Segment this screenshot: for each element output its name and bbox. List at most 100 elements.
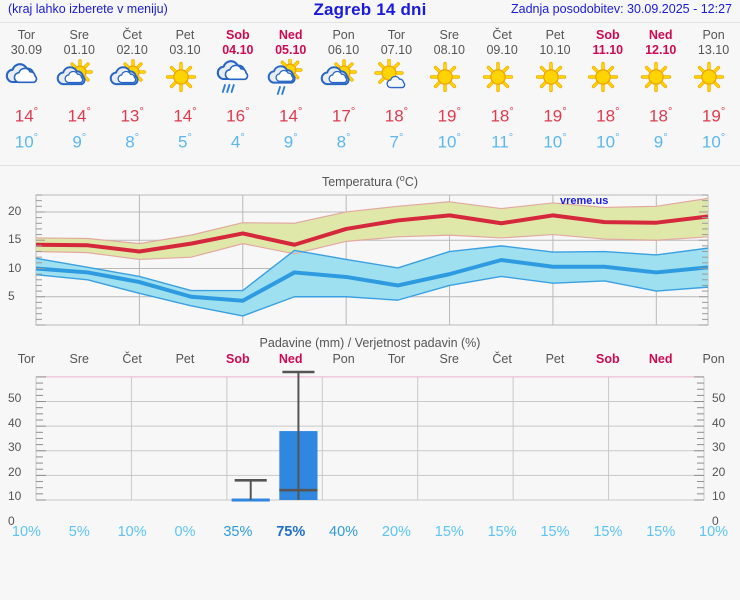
temperature-max: 14° [14,106,39,126]
precip-day-label: Pon [702,352,725,366]
day-date: 03.10 [169,43,201,57]
temperature-max: 14° [67,106,91,126]
day-column[interactable]: Tor 30.09 14° 10° [0,23,53,152]
sun-icon [581,59,634,99]
temperature-min: 9° [72,131,87,152]
day-column[interactable]: Pet 10.10 19° 10° [529,23,582,152]
precipitation-probability: 15% [434,524,464,540]
degree-symbol: ° [562,106,567,118]
degree-symbol: ° [293,131,298,144]
page-title: Zagreb 14 dni [313,0,427,19]
sun-icon [687,59,740,99]
temperature-min: 10° [596,131,620,152]
precipitation-probability: 10% [11,524,41,540]
forecast-divider [0,165,740,166]
day-column[interactable]: Sob 04.10 16° 4° [211,23,264,152]
degree-symbol: ° [615,131,620,144]
day-column[interactable]: Pon 06.10 17° 8° [317,23,370,152]
temperature-max: 13° [120,106,144,126]
degree-symbol: ° [456,131,461,144]
precip-day-label: Sob [226,352,250,366]
temperature-min: 10° [543,131,567,152]
day-column[interactable]: Pet 03.10 14° 5° [159,23,212,152]
temperature-chart: Temperatura (oC) 20 15 10 5 vreme.us [0,166,740,336]
day-column[interactable]: Tor 07.10 18° 7° [370,23,423,152]
day-name: Tor [387,28,406,42]
day-column[interactable]: Sre 01.10 14° 9° [53,23,106,152]
location-hint: (kraj lahko izberete v meniju) [8,2,168,16]
temperature-min: 10° [14,131,39,152]
day-date: 10.10 [539,43,571,57]
precip-day-label: Čet [122,352,142,366]
day-name: Čet [122,28,142,42]
precipitation-chart: Padavine (mm) / Verjetnost padavin (%) T… [0,336,740,540]
sun-icon [529,59,582,99]
degree-symbol: ° [615,106,620,118]
precipitation-probability: 0% [174,524,196,540]
temperature-min: 11° [491,131,514,152]
temp-y-tick-label: 20 [8,204,22,219]
temperature-min: 9° [283,131,298,152]
degree-symbol: ° [398,131,404,144]
precip-y-tick-label: 10 [8,489,22,504]
temp-title-main: Temperatura ( [321,175,400,190]
day-name: Sob [596,28,620,42]
temperature-plot-area: 20 15 10 5 vreme.us [0,189,740,331]
day-column[interactable]: Čet 02.10 13° 8° [106,23,159,152]
degree-symbol: ° [81,131,87,144]
precip-day-label: Čet [492,352,512,366]
degree-symbol: ° [403,106,409,118]
precipitation-chart-title: Padavine (mm) / Verjetnost padavin (%) [259,336,481,350]
page-header: (kraj lahko izberete v meniju) Zagreb 14… [0,0,740,22]
day-name: Pon [332,28,355,42]
degree-symbol: ° [33,131,39,144]
day-column[interactable]: Ned 05.10 14° 9° [264,23,317,152]
day-name: Sre [69,28,89,42]
precip-y-tick-label: 20 [712,464,726,479]
temperature-max: 16° [226,106,250,126]
temperature-max: 18° [649,106,673,126]
day-date: 04.10 [222,43,254,57]
degree-symbol: ° [245,106,250,118]
temperature-max: 17° [331,106,356,126]
day-date: 12.10 [645,43,677,57]
day-column[interactable]: Ned 12.10 18° 9° [634,23,687,152]
day-date: 05.10 [275,43,307,57]
temperature-min: 9° [653,131,668,152]
cloud-rain-icon [211,59,264,99]
precipitation-probability: 5% [68,524,90,540]
day-column[interactable]: Čet 09.10 18° 11° [476,23,529,152]
temperature-min: 8° [125,131,140,152]
precip-y-tick-label: 20 [8,464,22,479]
sun-icon [423,59,476,99]
sun-cloud-rain-icon [264,59,317,99]
precipitation-probability: 15% [487,524,517,540]
precipitation-probability: 15% [646,524,676,540]
temperature-max: 18° [490,106,514,126]
precip-y-tick-label: 40 [8,415,22,430]
day-date: 07.10 [380,43,413,57]
degree-symbol: ° [139,106,144,118]
sun-icon [476,59,529,99]
day-name: Čet [492,28,512,42]
day-column[interactable]: Sre 08.10 19° 10° [423,23,476,152]
day-date: 11.10 [592,43,624,57]
day-name: Ned [278,28,303,42]
temperature-min: 10° [701,131,726,152]
day-column[interactable]: Sob 11.10 18° 10° [581,23,634,152]
day-column[interactable]: Pon 13.10 19° 10° [687,23,740,152]
precip-y-tick-label: 0 [8,514,15,528]
day-name: Ned [648,28,673,42]
temp-y-tick-label: 15 [8,232,22,247]
precipitation-probability: 75% [276,524,306,540]
day-name: Pet [545,28,565,42]
day-name: Sre [439,28,459,42]
precipitation-probability: 10% [117,524,147,540]
precipitation-probability: 15% [540,524,570,540]
degree-symbol: ° [346,131,351,144]
precipitation-probability: 40% [329,524,359,540]
degree-symbol: ° [508,131,514,144]
temperature-max: 19° [543,106,567,126]
precip-y-tick-label: 50 [8,390,22,405]
